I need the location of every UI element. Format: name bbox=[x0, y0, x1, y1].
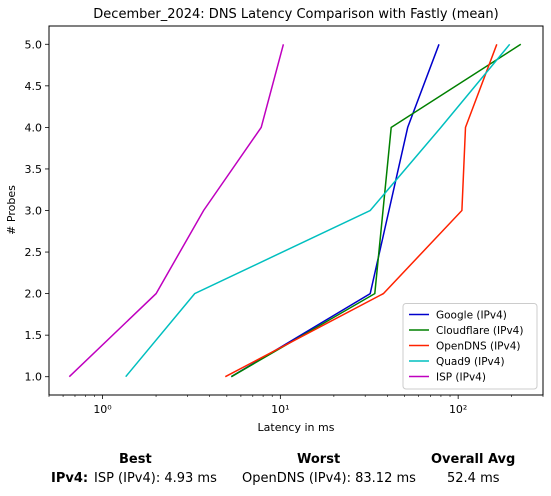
y-tick-label-2: 2.0 bbox=[25, 288, 43, 301]
legend-label-4: ISP (IPv4) bbox=[436, 372, 486, 384]
x-axis: 10⁰ 10¹ 10² bbox=[49, 395, 543, 416]
y-axis: 1.0 1.5 2.0 2.5 3.0 3.5 4.0 4.5 5.0 bbox=[25, 38, 50, 383]
x-tick-label-2: 10² bbox=[449, 403, 467, 416]
summary-header-best: Best bbox=[119, 452, 152, 467]
legend: Google (IPv4) Cloudflare (IPv4) OpenDNS (I… bbox=[403, 304, 537, 390]
series-line-4 bbox=[69, 44, 283, 376]
chart: December_2024: DNS Latency Comparison wi… bbox=[0, 0, 551, 440]
summary-header-worst: Worst bbox=[297, 452, 340, 467]
y-tick-label-1: 1.5 bbox=[25, 329, 43, 342]
y-tick-label-6: 4.0 bbox=[25, 121, 43, 134]
x-axis-label: Latency in ms bbox=[258, 421, 335, 434]
summary-row-label: IPv4: bbox=[51, 471, 88, 486]
y-tick-label-3: 2.5 bbox=[25, 246, 43, 259]
summary-header-overall: Overall Avg bbox=[431, 452, 515, 467]
summary-overall-value: 52.4 ms bbox=[447, 471, 500, 486]
chart-title: December_2024: DNS Latency Comparison wi… bbox=[93, 7, 498, 22]
y-tick-label-8: 5.0 bbox=[25, 38, 43, 51]
legend-label-2: OpenDNS (IPv4) bbox=[436, 341, 521, 353]
y-axis-label: # Probes bbox=[5, 185, 18, 235]
y-tick-label-5: 3.5 bbox=[25, 163, 43, 176]
legend-label-3: Quad9 (IPv4) bbox=[436, 356, 505, 368]
legend-label-1: Cloudflare (IPv4) bbox=[436, 325, 523, 337]
legend-label-0: Google (IPv4) bbox=[436, 310, 507, 322]
x-tick-label-0: 10⁰ bbox=[93, 403, 112, 416]
y-tick-label-4: 3.0 bbox=[25, 205, 43, 218]
summary-worst-value: OpenDNS (IPv4): 83.12 ms bbox=[242, 471, 416, 486]
y-tick-label-7: 4.5 bbox=[25, 80, 43, 93]
x-tick-label-1: 10¹ bbox=[271, 403, 289, 416]
summary-best-value: ISP (IPv4): 4.93 ms bbox=[94, 471, 217, 486]
y-tick-label-0: 1.0 bbox=[25, 371, 43, 384]
